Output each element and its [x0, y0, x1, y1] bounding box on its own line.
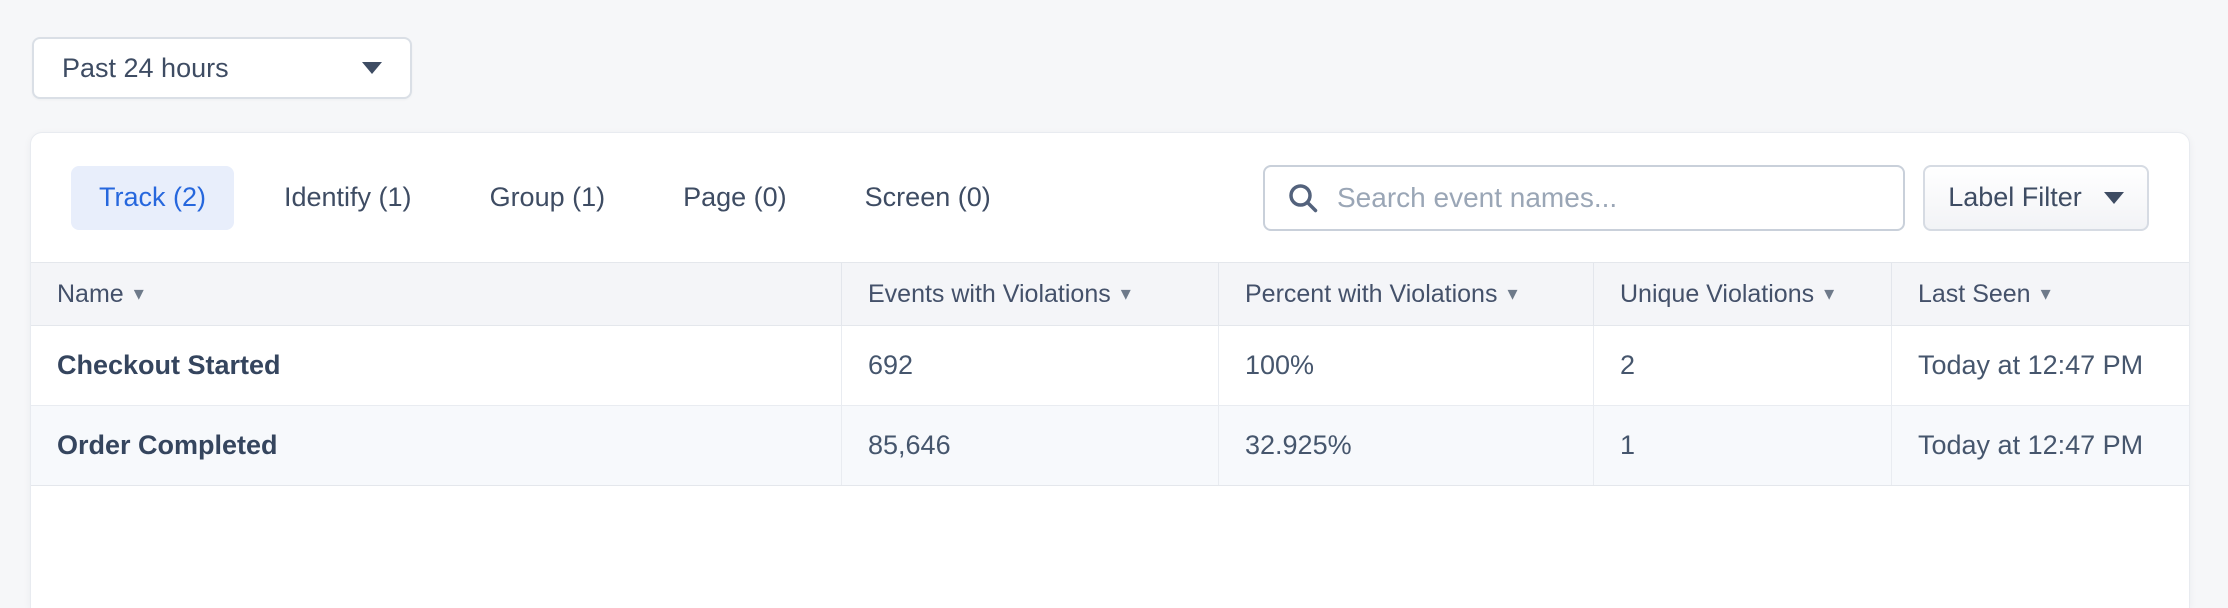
column-header-unique-violations[interactable]: Unique Violations ▾ [1593, 263, 1891, 325]
table-row[interactable]: Order Completed 85,646 32.925% 1 Today a… [31, 406, 2189, 486]
search-box[interactable] [1263, 164, 1905, 231]
column-header-percent-with-violations[interactable]: Percent with Violations ▾ [1218, 263, 1593, 325]
tab-group[interactable]: Group (1) [489, 182, 606, 212]
tab-page[interactable]: Page (0) [683, 182, 787, 212]
cell-events-with-violations: 85,646 [841, 406, 1218, 485]
cell-unique-violations: 2 [1593, 326, 1891, 405]
sort-caret-icon: ▾ [2040, 283, 2051, 305]
tab-screen[interactable]: Screen (0) [864, 182, 991, 212]
event-type-tabs: Track (2) Identify (1) Group (1) Page (0… [71, 165, 1019, 230]
cell-unique-violations: 1 [1593, 406, 1891, 485]
cell-last-seen: Today at 12:47 PM [1891, 406, 2189, 485]
table-header: Name ▾ Events with Violations ▾ Percent … [31, 262, 2189, 326]
column-header-name[interactable]: Name ▾ [57, 279, 144, 308]
sort-caret-icon: ▾ [1120, 283, 1131, 305]
sort-caret-icon: ▾ [133, 283, 144, 305]
sort-caret-icon: ▾ [1507, 283, 1518, 305]
tab-track[interactable]: Track (2) [71, 165, 234, 230]
label-filter-text: Label Filter [1948, 182, 2082, 212]
chevron-down-icon [2103, 191, 2124, 204]
cell-percent-with-violations: 100% [1218, 326, 1593, 405]
search-input[interactable] [1337, 181, 1881, 214]
time-range-dropdown[interactable]: Past 24 hours [32, 37, 412, 99]
column-header-last-seen[interactable]: Last Seen ▾ [1891, 263, 2189, 325]
search-icon [1289, 183, 1318, 212]
tab-identify[interactable]: Identify (1) [284, 182, 412, 212]
violations-card: Track (2) Identify (1) Group (1) Page (0… [30, 132, 2190, 608]
cell-name: Checkout Started [57, 350, 281, 380]
label-filter-button[interactable]: Label Filter [1923, 164, 2149, 231]
toolbar: Track (2) Identify (1) Group (1) Page (0… [31, 133, 2189, 262]
chevron-down-icon [362, 62, 382, 74]
time-range-label: Past 24 hours [62, 52, 229, 83]
cell-name: Order Completed [57, 430, 278, 460]
sort-caret-icon: ▾ [1824, 283, 1835, 305]
table-row[interactable]: Checkout Started 692 100% 2 Today at 12:… [31, 326, 2189, 406]
column-header-events-with-violations[interactable]: Events with Violations ▾ [841, 263, 1218, 325]
cell-events-with-violations: 692 [841, 326, 1218, 405]
cell-percent-with-violations: 32.925% [1218, 406, 1593, 485]
cell-last-seen: Today at 12:47 PM [1891, 326, 2189, 405]
